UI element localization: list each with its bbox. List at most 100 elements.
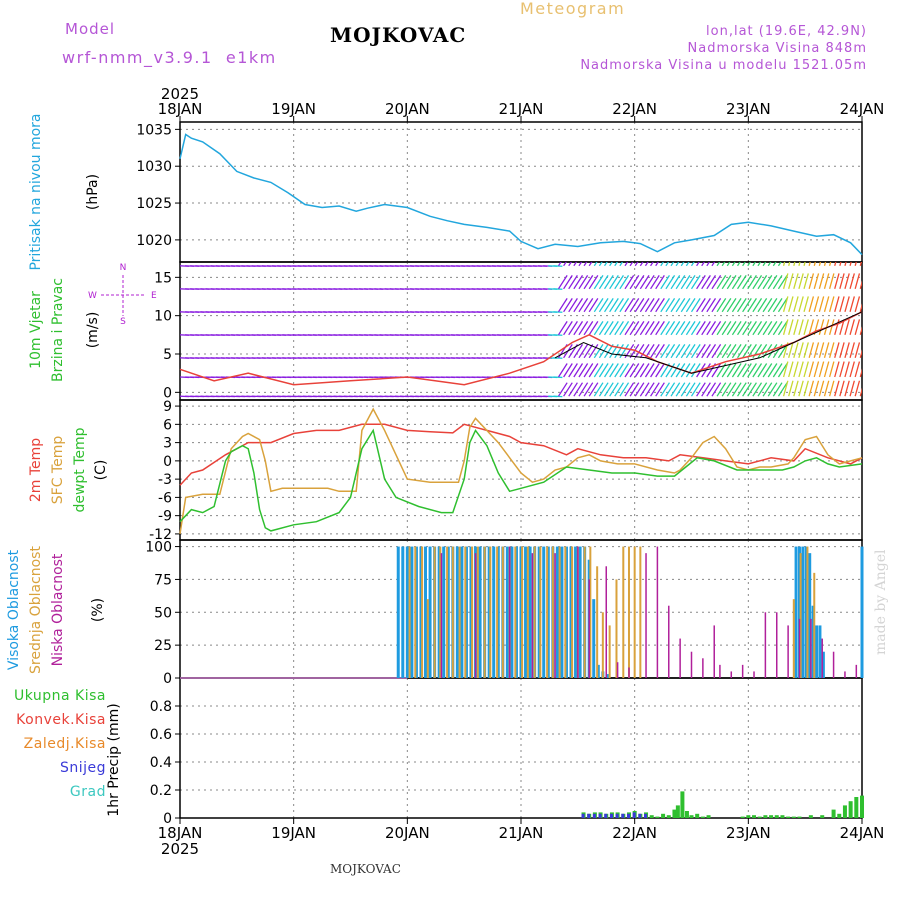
precip-bar — [808, 815, 813, 818]
wind-barb — [849, 342, 855, 359]
wind-barb — [803, 273, 809, 290]
wind-barb — [777, 262, 782, 267]
wind-barb — [696, 262, 700, 267]
wind-barb — [573, 363, 584, 378]
wind-barb — [834, 296, 840, 313]
wind-barb — [650, 344, 660, 359]
wind-barb — [614, 262, 619, 267]
cloud-bar — [478, 546, 482, 678]
wind-barb — [614, 298, 624, 313]
wind-barb — [798, 296, 804, 313]
wind-barb — [839, 380, 845, 397]
wind-barb — [629, 321, 640, 336]
wind-barb — [670, 382, 681, 397]
cloud-bar — [844, 671, 846, 678]
cloud-bar — [514, 546, 517, 678]
wind-barb — [696, 344, 706, 359]
wind-barb — [762, 363, 773, 378]
wind-barb — [839, 361, 845, 378]
y-tick-label: 100 — [145, 540, 172, 556]
altitude-label: Nadmorska Visina 848m — [687, 41, 867, 56]
wind-barb — [568, 262, 572, 267]
precip-legend-item: Ukupna Kisa — [14, 688, 106, 704]
wind-barb — [578, 275, 589, 290]
wind-barb — [823, 296, 830, 313]
precip-bar — [837, 813, 842, 818]
wind-barb — [828, 380, 835, 397]
precip-bar — [649, 815, 654, 818]
wind-barb — [818, 342, 825, 359]
wind-barb — [696, 321, 706, 336]
wind-barb — [711, 344, 722, 359]
cloud-bar — [668, 605, 670, 678]
cloud-bar — [810, 618, 812, 678]
wind-barb — [583, 275, 594, 290]
precip-bar — [831, 809, 836, 818]
wind-barb — [793, 361, 799, 378]
cloud-bar — [622, 546, 625, 678]
station-title: MOJKOVAC — [330, 23, 467, 47]
wind-barb — [634, 321, 645, 336]
wind-barb — [563, 275, 573, 290]
compass-north-label: N — [120, 263, 127, 273]
wind-barb — [563, 298, 573, 313]
wind-barb — [650, 275, 660, 290]
wind-barb — [798, 262, 801, 267]
wind-barb — [767, 321, 778, 336]
wind-barb — [644, 363, 655, 378]
wind-speed-line — [554, 311, 863, 374]
cloud-bar — [496, 546, 500, 678]
cloud-bar — [855, 664, 858, 678]
wind-barb — [660, 382, 671, 397]
wind-barb — [721, 262, 726, 267]
wind-barb — [578, 344, 589, 359]
wind-barb — [828, 319, 835, 336]
wind-barb — [844, 262, 847, 267]
cloud-bar — [539, 546, 542, 678]
wind-barb — [644, 321, 655, 336]
wind-barb — [614, 275, 624, 290]
wind-barb — [650, 382, 660, 397]
wind-barb — [747, 275, 757, 290]
wind-barb — [680, 321, 691, 336]
wind-barb — [813, 296, 820, 313]
wind-barb — [629, 363, 640, 378]
wind-barb — [752, 363, 763, 378]
cloud-bar — [414, 546, 418, 678]
cloud-bar — [797, 546, 801, 678]
cloud-bar — [554, 553, 556, 678]
wind-barb — [583, 382, 594, 397]
precip-legend-item: Grad — [70, 784, 106, 800]
wind-barb — [675, 344, 686, 359]
temp-dewpt-label: dewpt Temp — [72, 427, 88, 512]
wind-barb — [624, 321, 635, 336]
y-tick-label: 6 — [163, 417, 172, 433]
wind-barb — [644, 382, 655, 397]
temp-line-2 — [179, 428, 863, 532]
cloud-bar — [501, 546, 504, 678]
wind-barb — [685, 275, 696, 290]
wind-barb — [609, 363, 619, 378]
cloud-bar — [564, 546, 567, 678]
cloud-bar — [821, 638, 823, 678]
y-tick-label: 10 — [154, 309, 172, 325]
wind-barb — [839, 296, 845, 313]
wind-barb — [798, 361, 804, 378]
wind-barb — [849, 296, 855, 313]
wind-barb — [844, 361, 850, 378]
cloud-bar — [719, 664, 721, 678]
wind-barb — [854, 296, 861, 313]
wind-barb — [726, 262, 731, 267]
wind-barb — [578, 298, 589, 313]
wind-barb — [701, 321, 711, 336]
wind-barb — [798, 319, 804, 336]
temp-sfc-label: SFC Temp — [50, 436, 66, 505]
wind-barb — [849, 273, 855, 290]
wind-unit-label: (m/s) — [85, 312, 101, 349]
cloud-bar — [519, 546, 523, 678]
wind-barb — [675, 382, 686, 397]
wind-barb — [706, 262, 711, 267]
wind-barb — [680, 344, 691, 359]
wind-barb — [808, 342, 815, 359]
wind-barb — [772, 382, 783, 397]
